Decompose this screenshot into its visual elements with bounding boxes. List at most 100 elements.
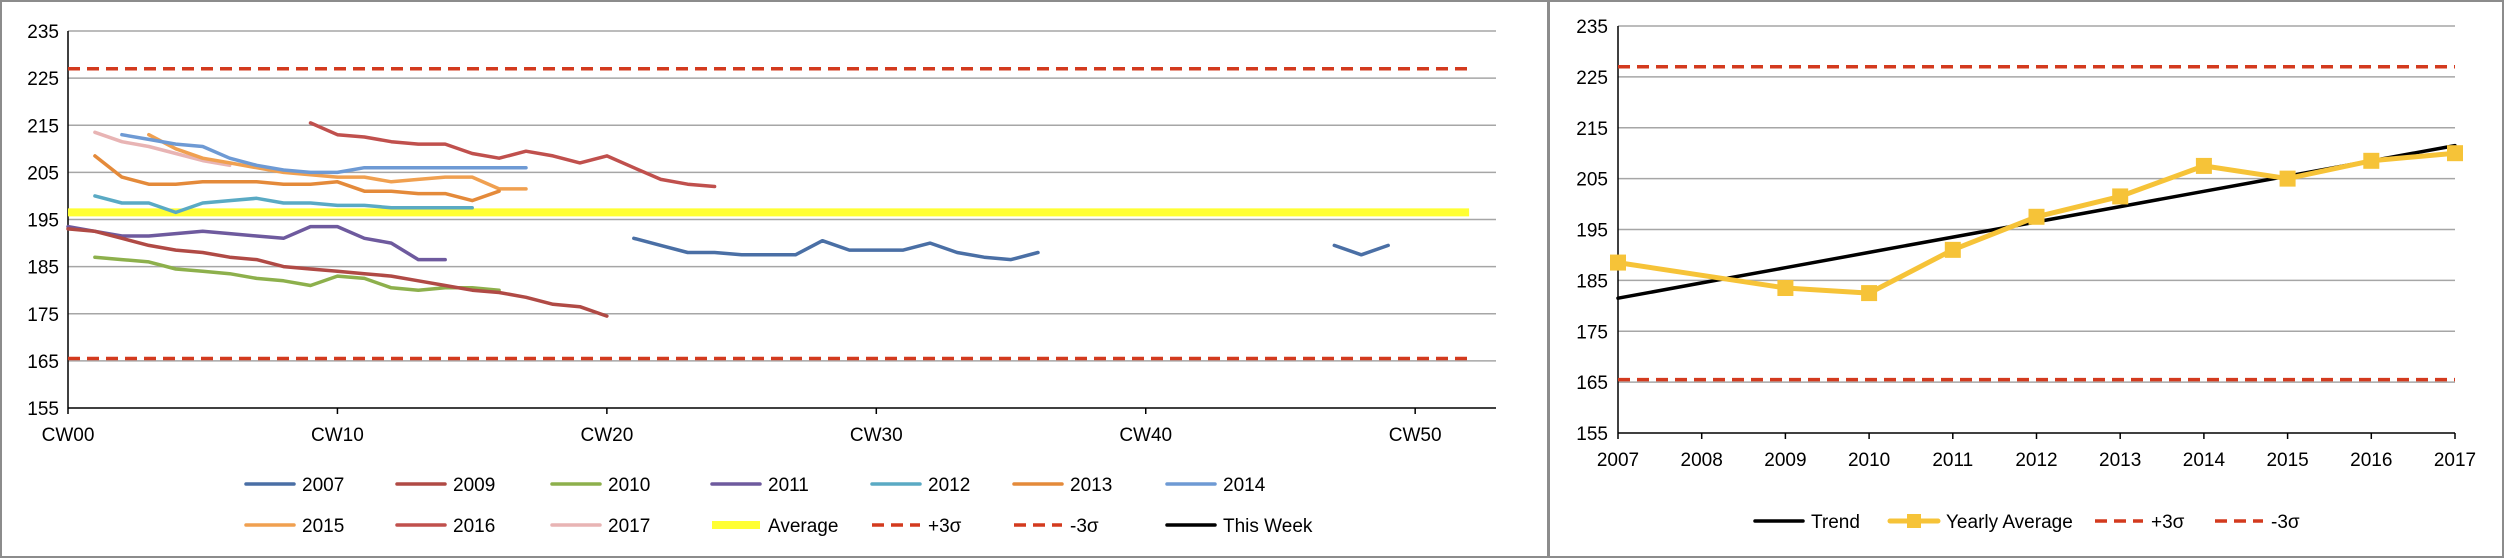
legend-label-average: Average (768, 516, 838, 537)
x-tick-label: CW40 (1119, 425, 1172, 446)
gridlines (68, 30, 1496, 362)
legend-item-average: Average (712, 516, 838, 537)
legend-label-2007: 2007 (302, 475, 344, 496)
series-line-2012 (93, 194, 474, 215)
x-tick-label: 2015 (2266, 450, 2308, 471)
legend-item-2012: 2012 (870, 475, 970, 496)
y-tick-label: 185 (1576, 271, 1608, 292)
x-tick-label: CW30 (850, 425, 903, 446)
x-tick-label: 2009 (1764, 450, 1806, 471)
legend-label-2011: 2011 (768, 475, 809, 496)
x-tick-label: 2017 (2434, 450, 2476, 471)
y-tick-label: 205 (1576, 170, 1608, 191)
legend-label-minus-3-sigma: -3σ (2271, 512, 2300, 533)
y-tick-label: 185 (27, 258, 59, 279)
data-point-yearly-average (2279, 170, 2296, 187)
y-tick-label: 175 (27, 305, 59, 326)
data-point-yearly-average (2195, 157, 2212, 174)
x-tick-label: 2008 (1681, 450, 1723, 471)
weekly-chart-panel: 155 165 175 185 195 205 215 225 235 CW00 CW10 CW20 C… (0, 0, 1549, 558)
series-line-2013 (93, 154, 501, 203)
legend-label-2017: 2017 (608, 516, 650, 537)
legend-label-2009: 2009 (453, 475, 495, 496)
series-line-yearly-average (1615, 150, 2458, 296)
legend-item-2016: 2016 (395, 516, 495, 537)
data-point-yearly-average (2447, 145, 2463, 162)
legend-item-2010: 2010 (550, 475, 650, 496)
yearly-chart: 155 165 175 185 195 205 215 225 235 2007 2008 2009 2… (1576, 17, 2476, 533)
y-tick-label: 225 (27, 69, 59, 90)
data-point-yearly-average (1944, 241, 1961, 258)
y-tick-label: 235 (27, 22, 59, 43)
legend-item-2017: 2017 (550, 516, 650, 537)
x-tick-label: 2016 (2350, 450, 2392, 471)
data-point-yearly-average (1861, 285, 1878, 302)
x-tick-label: CW00 (42, 425, 95, 446)
legend-marker-yearly-average (1907, 514, 1921, 528)
legend-label-yearly-average: Yearly Average (1946, 512, 2073, 533)
x-tick-label: 2007 (1597, 450, 1639, 471)
series-line-2010 (93, 255, 501, 292)
legend-label-2013: 2013 (1070, 475, 1112, 496)
legend-label-2016: 2016 (453, 516, 495, 537)
legend-label-trend: Trend (1811, 512, 1860, 533)
legend: 2007 2009 2010 2011 2012 2013 2014 2015 2016 2017… (244, 475, 1313, 537)
x-tick-label: 2011 (1932, 450, 1973, 471)
series-line-2015 (147, 132, 528, 191)
x-tick-label: 2010 (1848, 450, 1890, 471)
y-tick-label: 195 (27, 211, 59, 232)
legend-item-2014: 2014 (1165, 475, 1266, 496)
legend-item-2009: 2009 (395, 475, 495, 496)
y-tick-label: 165 (1576, 373, 1608, 394)
legend-item-2013: 2013 (1012, 475, 1112, 496)
legend-label-2014: 2014 (1223, 475, 1266, 496)
y-tick-label: 235 (1576, 17, 1608, 38)
legend-item-plus-3-sigma: +3σ (2095, 512, 2185, 533)
x-tick-label: CW50 (1389, 425, 1442, 446)
legend-label-this-week: This Week (1223, 516, 1313, 537)
y-tick-label: 215 (27, 116, 59, 137)
y-tick-label: 205 (27, 163, 59, 184)
x-tick-label: CW10 (311, 425, 364, 446)
x-tick-label: 2012 (2015, 450, 2057, 471)
data-point-yearly-average (2028, 208, 2045, 225)
y-tick-label: 175 (1576, 322, 1608, 343)
series-line-2014 (120, 132, 528, 175)
series-line-2007 (632, 236, 1390, 262)
gridlines (1618, 25, 2455, 383)
legend-item-minus-3-sigma: -3σ (1014, 516, 1099, 537)
y-tick-label: 215 (1576, 119, 1608, 140)
y-tick-label: 195 (1576, 221, 1608, 242)
legend-item-2011: 2011 (710, 475, 809, 496)
x-tick-label: CW20 (580, 425, 633, 446)
y-tick-label: 165 (27, 352, 59, 373)
data-point-yearly-average (1610, 254, 1626, 271)
legend-label-2015: 2015 (302, 516, 344, 537)
data-point-yearly-average (2363, 152, 2380, 169)
legend-item-trend: Trend (1753, 512, 1860, 533)
legend-label-minus-3-sigma: -3σ (1070, 516, 1099, 537)
series-line-2017 (93, 130, 232, 168)
legend-item-plus-3-sigma: +3σ (872, 516, 962, 537)
legend-label-plus-3-sigma: +3σ (2151, 512, 2185, 533)
data-point-yearly-average (2112, 188, 2129, 205)
legend-label-2012: 2012 (928, 475, 970, 496)
legend-item-minus-3-sigma: -3σ (2215, 512, 2300, 533)
series-line-2009 (66, 227, 609, 318)
data-point-yearly-average (1777, 280, 1794, 297)
x-tick-label: 2014 (2183, 450, 2226, 471)
legend-item-2007: 2007 (244, 475, 344, 496)
legend-label-2010: 2010 (608, 475, 650, 496)
y-tick-label: 155 (1576, 424, 1608, 445)
y-tick-label: 225 (1576, 68, 1608, 89)
y-tick-label: 155 (27, 399, 59, 420)
weekly-chart: 155 165 175 185 195 205 215 225 235 CW00 CW10 CW20 C… (27, 22, 1496, 537)
x-tick-label: 2013 (2099, 450, 2141, 471)
legend-item-this-week: This Week (1165, 516, 1313, 537)
yearly-chart-panel: 155 165 175 185 195 205 215 225 235 2007 2008 2009 2… (1548, 0, 2504, 558)
legend: Trend Yearly Average +3σ -3σ (1753, 512, 2300, 533)
legend-item-yearly-average: Yearly Average (1887, 512, 2073, 533)
legend-item-2015: 2015 (244, 516, 344, 537)
series-line-2016 (308, 121, 717, 189)
legend-label-plus-3-sigma: +3σ (928, 516, 962, 537)
